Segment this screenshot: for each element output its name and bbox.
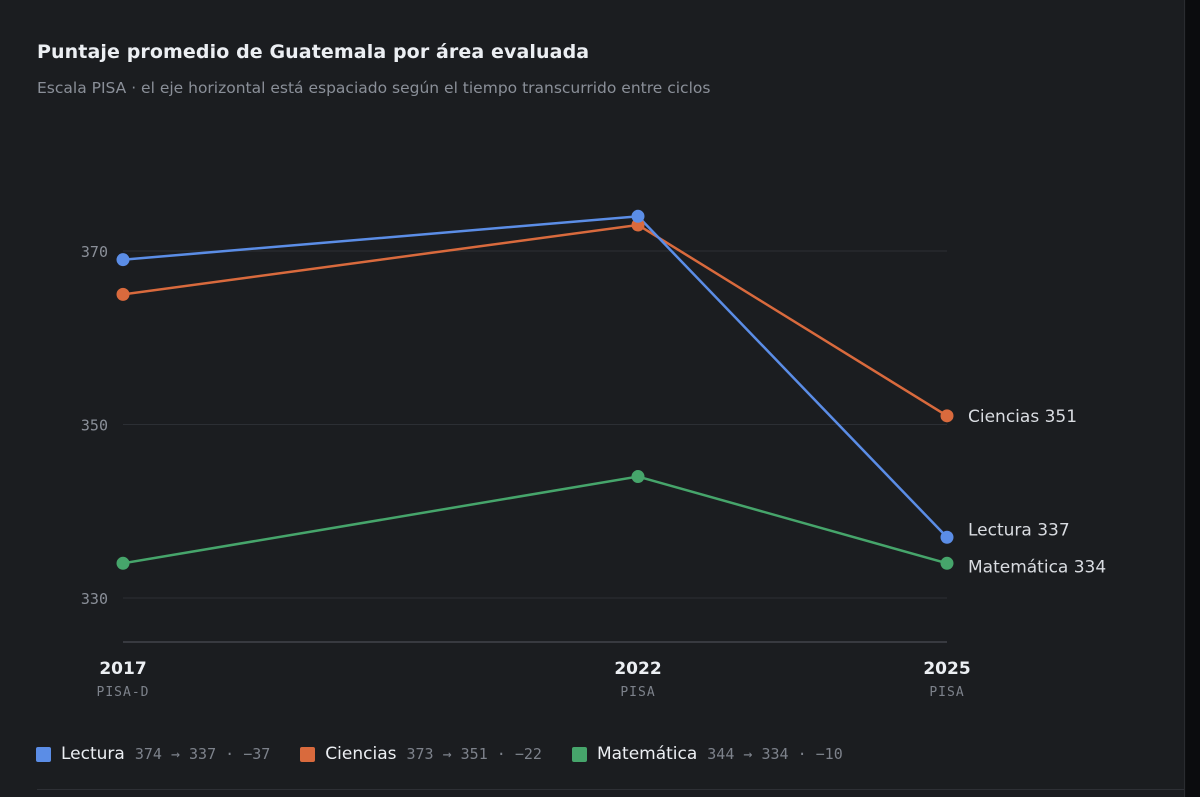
- x-tick-sublabel: PISA: [620, 685, 655, 700]
- y-tick-label: 350: [81, 417, 108, 435]
- legend-swatch-matematica: [571, 746, 587, 762]
- data-point: [116, 253, 130, 267]
- data-point: [631, 470, 645, 484]
- x-tick-sublabel: PISA-D: [97, 685, 150, 700]
- series-line-ciencias: [122, 223, 948, 417]
- legend-item-lectura: Lectura 374 → 337 · −37: [36, 744, 270, 764]
- series-line-matemática: [122, 475, 948, 565]
- legend-name: Ciencias: [325, 744, 397, 764]
- chart-subtitle: Escala PISA · el eje horizontal está esp…: [37, 79, 711, 97]
- legend-name: Matemática: [596, 744, 698, 764]
- legend-item-matematica: Matemática 344 → 334 · −10: [571, 744, 843, 764]
- x-tick-label: 2022: [614, 659, 661, 679]
- legend: Lectura 374 → 337 · −37 Ciencias 373 → 3…: [36, 744, 873, 764]
- chart-title: Puntaje promedio de Guatemala por área e…: [37, 41, 590, 63]
- series-line-lectura: [122, 215, 948, 539]
- bottom-divider: [37, 789, 1184, 790]
- legend-stat: 373 → 351 · −22: [406, 745, 542, 763]
- legend-item-ciencias: Ciencias 373 → 351 · −22: [300, 744, 542, 764]
- data-point: [940, 409, 954, 423]
- x-tick-sublabel: PISA: [929, 685, 964, 700]
- legend-swatch-lectura: [36, 746, 51, 762]
- end-label: Ciencias 351: [968, 407, 1077, 427]
- y-tick-label: 330: [81, 590, 108, 608]
- data-point: [940, 556, 954, 570]
- data-point: [116, 287, 130, 301]
- y-tick-label: 370: [81, 243, 108, 261]
- end-label: Lectura 337: [968, 520, 1070, 540]
- x-tick-label: 2017: [99, 659, 146, 679]
- legend-name: Lectura: [61, 744, 125, 764]
- x-tick-label: 2025: [923, 659, 970, 679]
- window-edge: [1186, 0, 1200, 797]
- end-label: Matemática 334: [968, 557, 1106, 577]
- data-point: [631, 209, 645, 223]
- data-point: [940, 530, 954, 544]
- legend-swatch-ciencias: [300, 746, 316, 762]
- data-point: [116, 556, 130, 570]
- legend-stat: 344 → 334 · −10: [707, 745, 843, 763]
- legend-stat: 374 → 337 · −37: [134, 745, 271, 763]
